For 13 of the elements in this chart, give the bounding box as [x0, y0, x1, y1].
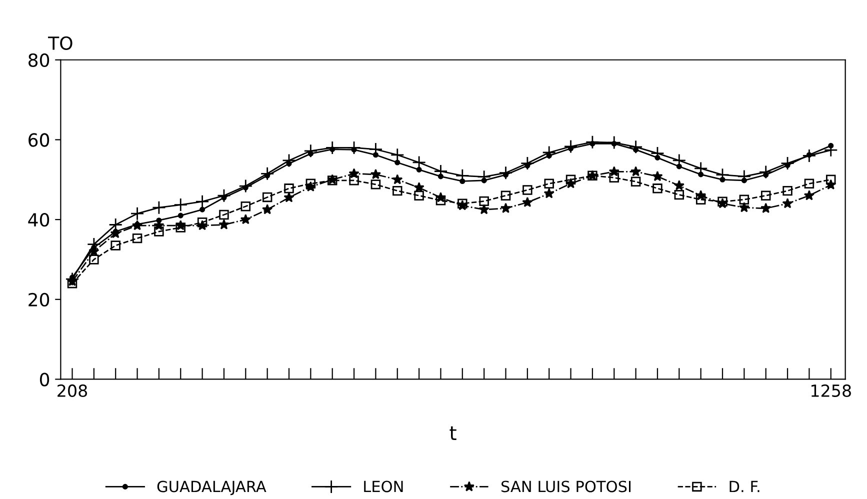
legend-label: LEON	[364, 480, 403, 492]
x-tick-label: 1258	[811, 384, 851, 397]
y-axis-title: TO	[48, 36, 72, 50]
legend-label: D. F.	[730, 480, 760, 492]
x-tick-label: 208	[58, 384, 88, 397]
x-axis-title: t	[450, 426, 456, 440]
y-tick-label: 0	[40, 372, 50, 386]
y-tick-label: 20	[28, 292, 50, 307]
y-tick-label: 80	[28, 53, 50, 67]
legend-label: SAN LUIS POTOSI	[502, 480, 631, 492]
y-tick-label: 40	[28, 213, 50, 227]
legend-label: GUADALAJARA	[157, 480, 266, 496]
y-tick-label: 60	[28, 133, 50, 147]
